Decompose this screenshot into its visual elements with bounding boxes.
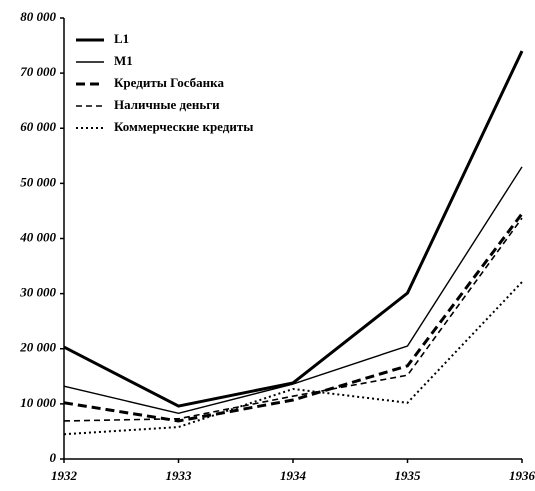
x-tick-label: 1933: [166, 468, 193, 483]
line: [63, 166, 523, 414]
y-tick-label: 0: [50, 450, 57, 465]
x-tick-label: 1936: [509, 468, 535, 483]
line: [63, 217, 523, 422]
legend-label: M1: [114, 53, 133, 68]
x-tick-label: 1935: [395, 468, 422, 483]
y-tick-label: 40 000: [19, 229, 56, 244]
y-tick-label: 10 000: [20, 395, 56, 410]
legend-label: Наличные деньги: [114, 97, 220, 112]
y-tick-label: 30 000: [19, 285, 56, 300]
y-tick-label: 60 000: [20, 119, 56, 134]
line: [63, 212, 524, 423]
legend-label: L1: [114, 31, 129, 46]
y-tick-label: 70 000: [20, 64, 56, 79]
y-tick-label: 80 000: [20, 9, 56, 24]
legend-label: Коммерческие кредиты: [114, 119, 253, 134]
y-tick-label: 50 000: [20, 174, 56, 189]
legend-label: Кредиты Госбанка: [114, 75, 224, 90]
x-tick-label: 1934: [280, 468, 307, 483]
y-tick-label: 20 000: [19, 340, 56, 355]
line: [63, 50, 524, 408]
x-tick-label: 1932: [51, 468, 78, 483]
line: [63, 281, 523, 436]
